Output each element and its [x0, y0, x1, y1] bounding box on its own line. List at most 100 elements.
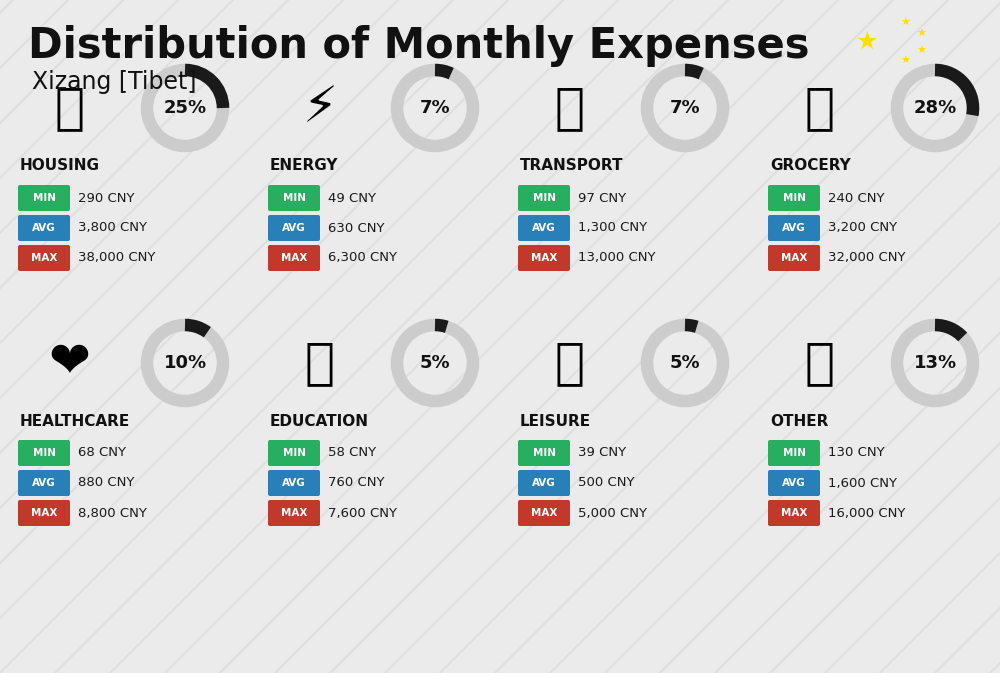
FancyBboxPatch shape [768, 185, 820, 211]
Text: AVG: AVG [782, 223, 806, 233]
Text: 10%: 10% [163, 354, 207, 372]
Text: 240 CNY: 240 CNY [828, 192, 885, 205]
Text: ❤️: ❤️ [49, 339, 91, 387]
Text: 5%: 5% [670, 354, 700, 372]
Text: ENERGY: ENERGY [270, 159, 338, 174]
Text: MIN: MIN [283, 448, 306, 458]
Text: HOUSING: HOUSING [20, 159, 100, 174]
Text: 500 CNY: 500 CNY [578, 476, 635, 489]
Text: ★: ★ [856, 30, 878, 54]
Text: 28%: 28% [913, 99, 957, 117]
Text: MIN: MIN [782, 448, 806, 458]
Text: MAX: MAX [531, 508, 557, 518]
Text: 13,000 CNY: 13,000 CNY [578, 252, 656, 264]
FancyBboxPatch shape [518, 440, 570, 466]
Text: 🚌: 🚌 [555, 84, 585, 132]
FancyBboxPatch shape [268, 470, 320, 496]
FancyBboxPatch shape [268, 185, 320, 211]
Text: 💰: 💰 [805, 339, 835, 387]
Text: 6,300 CNY: 6,300 CNY [328, 252, 397, 264]
FancyBboxPatch shape [18, 185, 70, 211]
Text: 8,800 CNY: 8,800 CNY [78, 507, 147, 520]
Text: 38,000 CNY: 38,000 CNY [78, 252, 155, 264]
Text: 1,300 CNY: 1,300 CNY [578, 221, 647, 234]
Text: 68 CNY: 68 CNY [78, 446, 126, 460]
Text: MIN: MIN [782, 193, 806, 203]
Text: 7,600 CNY: 7,600 CNY [328, 507, 397, 520]
Text: HEALTHCARE: HEALTHCARE [20, 413, 130, 429]
Text: ★: ★ [916, 30, 926, 39]
Text: AVG: AVG [32, 223, 56, 233]
FancyBboxPatch shape [518, 185, 570, 211]
Text: AVG: AVG [532, 223, 556, 233]
Text: 1,600 CNY: 1,600 CNY [828, 476, 897, 489]
Text: TRANSPORT: TRANSPORT [520, 159, 624, 174]
FancyBboxPatch shape [18, 470, 70, 496]
FancyBboxPatch shape [268, 245, 320, 271]
FancyBboxPatch shape [768, 440, 820, 466]
Text: 7%: 7% [670, 99, 700, 117]
Text: MAX: MAX [531, 253, 557, 263]
Text: 🏢: 🏢 [55, 84, 85, 132]
Text: 25%: 25% [163, 99, 207, 117]
Text: ★: ★ [916, 46, 926, 56]
Text: GROCERY: GROCERY [770, 159, 851, 174]
FancyBboxPatch shape [518, 245, 570, 271]
FancyBboxPatch shape [268, 500, 320, 526]
FancyBboxPatch shape [18, 500, 70, 526]
FancyBboxPatch shape [18, 215, 70, 241]
Text: 39 CNY: 39 CNY [578, 446, 626, 460]
Text: MAX: MAX [281, 253, 307, 263]
FancyBboxPatch shape [18, 440, 70, 466]
Text: AVG: AVG [282, 223, 306, 233]
Text: AVG: AVG [782, 478, 806, 488]
Text: MAX: MAX [31, 508, 57, 518]
Text: 290 CNY: 290 CNY [78, 192, 134, 205]
FancyBboxPatch shape [518, 470, 570, 496]
Text: MIN: MIN [532, 193, 556, 203]
Text: 🎓: 🎓 [305, 339, 335, 387]
Text: 16,000 CNY: 16,000 CNY [828, 507, 905, 520]
FancyBboxPatch shape [768, 500, 820, 526]
Text: 🛒: 🛒 [805, 84, 835, 132]
Text: LEISURE: LEISURE [520, 413, 591, 429]
Text: MIN: MIN [32, 193, 56, 203]
Text: MAX: MAX [781, 508, 807, 518]
Text: 5%: 5% [420, 354, 450, 372]
Text: 32,000 CNY: 32,000 CNY [828, 252, 906, 264]
Text: 630 CNY: 630 CNY [328, 221, 384, 234]
Text: 49 CNY: 49 CNY [328, 192, 376, 205]
Text: Xizang [Tibet]: Xizang [Tibet] [32, 70, 196, 94]
Text: MAX: MAX [281, 508, 307, 518]
Text: AVG: AVG [282, 478, 306, 488]
Text: 760 CNY: 760 CNY [328, 476, 384, 489]
Text: MIN: MIN [532, 448, 556, 458]
Text: 97 CNY: 97 CNY [578, 192, 626, 205]
FancyBboxPatch shape [268, 440, 320, 466]
Text: 13%: 13% [913, 354, 957, 372]
FancyBboxPatch shape [768, 470, 820, 496]
Text: 5,000 CNY: 5,000 CNY [578, 507, 647, 520]
FancyBboxPatch shape [768, 215, 820, 241]
Text: 58 CNY: 58 CNY [328, 446, 376, 460]
Text: OTHER: OTHER [770, 413, 828, 429]
Text: AVG: AVG [532, 478, 556, 488]
Text: Distribution of Monthly Expenses: Distribution of Monthly Expenses [28, 25, 810, 67]
FancyBboxPatch shape [18, 245, 70, 271]
Text: 7%: 7% [420, 99, 450, 117]
Text: 🛍️: 🛍️ [555, 339, 585, 387]
Text: 130 CNY: 130 CNY [828, 446, 885, 460]
Text: 3,200 CNY: 3,200 CNY [828, 221, 897, 234]
Text: AVG: AVG [32, 478, 56, 488]
FancyBboxPatch shape [768, 245, 820, 271]
Text: ⚡: ⚡ [302, 84, 338, 132]
Text: ★: ★ [900, 18, 910, 28]
FancyBboxPatch shape [518, 500, 570, 526]
Text: MAX: MAX [781, 253, 807, 263]
Text: EDUCATION: EDUCATION [270, 413, 369, 429]
Text: MAX: MAX [31, 253, 57, 263]
Text: MIN: MIN [32, 448, 56, 458]
FancyBboxPatch shape [268, 215, 320, 241]
FancyBboxPatch shape [518, 215, 570, 241]
Text: MIN: MIN [283, 193, 306, 203]
